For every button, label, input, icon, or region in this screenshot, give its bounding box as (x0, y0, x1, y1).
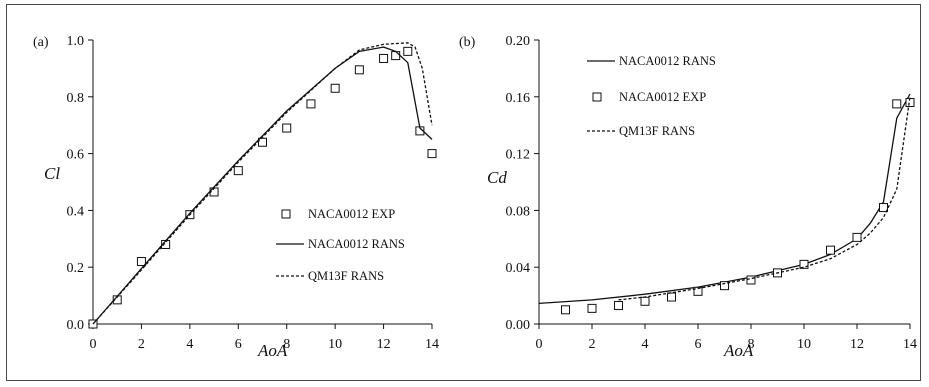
panel-b-point-naca0012-exp (641, 297, 649, 305)
panel-a-y-tick-label: 0.0 (67, 318, 85, 333)
panel-a-x-tick-label: 14 (425, 337, 439, 352)
panel-b-y-tick-label: 0.08 (506, 204, 531, 219)
panel-b-point-naca0012-exp (562, 306, 570, 314)
panel-a-point-naca0012-exp (331, 84, 339, 92)
panel-b-line-naca0012-rans (539, 94, 910, 303)
panel-a-x-axis-title: AoA (257, 341, 288, 360)
panel-a-legend-label-naca0012-exp: NACA0012 EXP (308, 207, 395, 221)
panel-b-y-tick-label: 0.04 (506, 261, 531, 276)
panel-b-legend-label-qm13f-rans: QM13F RANS (619, 124, 695, 138)
panel-a-point-naca0012-exp (392, 52, 400, 60)
panel-b-legend-label-naca0012-rans: NACA0012 RANS (619, 54, 716, 68)
panel-b-y-tick-label: 0.16 (506, 91, 531, 106)
panel-b-x-tick-label: 6 (695, 337, 702, 352)
panel-b-y-tick-label: 0.20 (506, 34, 531, 49)
panel-a-point-naca0012-exp (137, 258, 145, 266)
panel-a-y-tick-label: 1.0 (67, 34, 85, 49)
panel-b-x-tick-label: 14 (903, 337, 917, 352)
panel-a-point-naca0012-exp (404, 47, 412, 55)
panel-b-x-tick-label: 2 (589, 337, 596, 352)
panel-b-x-tick-label: 12 (850, 337, 864, 352)
panel-a-point-naca0012-exp (307, 100, 315, 108)
panel-a-legend-label-qm13f-rans: QM13F RANS (308, 269, 384, 283)
panel-a-point-naca0012-exp (234, 167, 242, 175)
panel-b-x-tick-label: 10 (797, 337, 811, 352)
panel-b-label: (b) (459, 35, 476, 50)
panel-b-y-tick-label: 0.00 (506, 318, 531, 333)
panel-a-point-naca0012-exp (428, 150, 436, 158)
panel-b-point-naca0012-exp (615, 302, 623, 310)
panel-b-y-axis-title: Cd (487, 168, 507, 187)
panel-b-point-naca0012-exp (827, 246, 835, 254)
panel-a-point-naca0012-exp (283, 124, 291, 132)
panel-a-legend-symbol-naca0012-exp (282, 210, 290, 218)
panel-a-y-tick-label: 0.8 (67, 91, 85, 106)
panel-a-x-tick-label: 10 (328, 337, 342, 352)
panel-b-x-axis-title: AoA (723, 341, 754, 360)
panel-b-y-tick-label: 0.12 (506, 148, 531, 163)
panel-a-x-tick-label: 12 (377, 337, 391, 352)
panel-b-legend-label-naca0012-exp: NACA0012 EXP (619, 90, 706, 104)
panel-b-legend-symbol-naca0012-exp (593, 93, 601, 101)
panel-b-point-naca0012-exp (747, 276, 755, 284)
panel-a-y-tick-label: 0.6 (67, 148, 85, 163)
panel-b-x-tick-label: 0 (536, 337, 543, 352)
panel-b-point-naca0012-exp (893, 100, 901, 108)
panel-b-x-tick-label: 4 (642, 337, 649, 352)
panel-a-point-naca0012-exp (380, 54, 388, 62)
panel-a-y-tick-label: 0.2 (67, 261, 85, 276)
panel-a-legend-label-naca0012-rans: NACA0012 RANS (308, 237, 405, 251)
panel-b-point-naca0012-exp (588, 304, 596, 312)
panel-a-label: (a) (33, 35, 49, 50)
panel-a-y-axis-title: Cl (44, 164, 60, 183)
panel-a-point-naca0012-exp (355, 66, 363, 74)
panel-a-y-tick-label: 0.4 (67, 204, 85, 219)
panel-a-x-tick-label: 0 (90, 337, 97, 352)
panel-a-x-tick-label: 4 (186, 337, 193, 352)
panel-b-point-naca0012-exp (853, 233, 861, 241)
panel-b-point-naca0012-exp (668, 293, 676, 301)
panel-a-x-tick-label: 6 (235, 337, 242, 352)
panel-a-x-tick-label: 2 (138, 337, 145, 352)
